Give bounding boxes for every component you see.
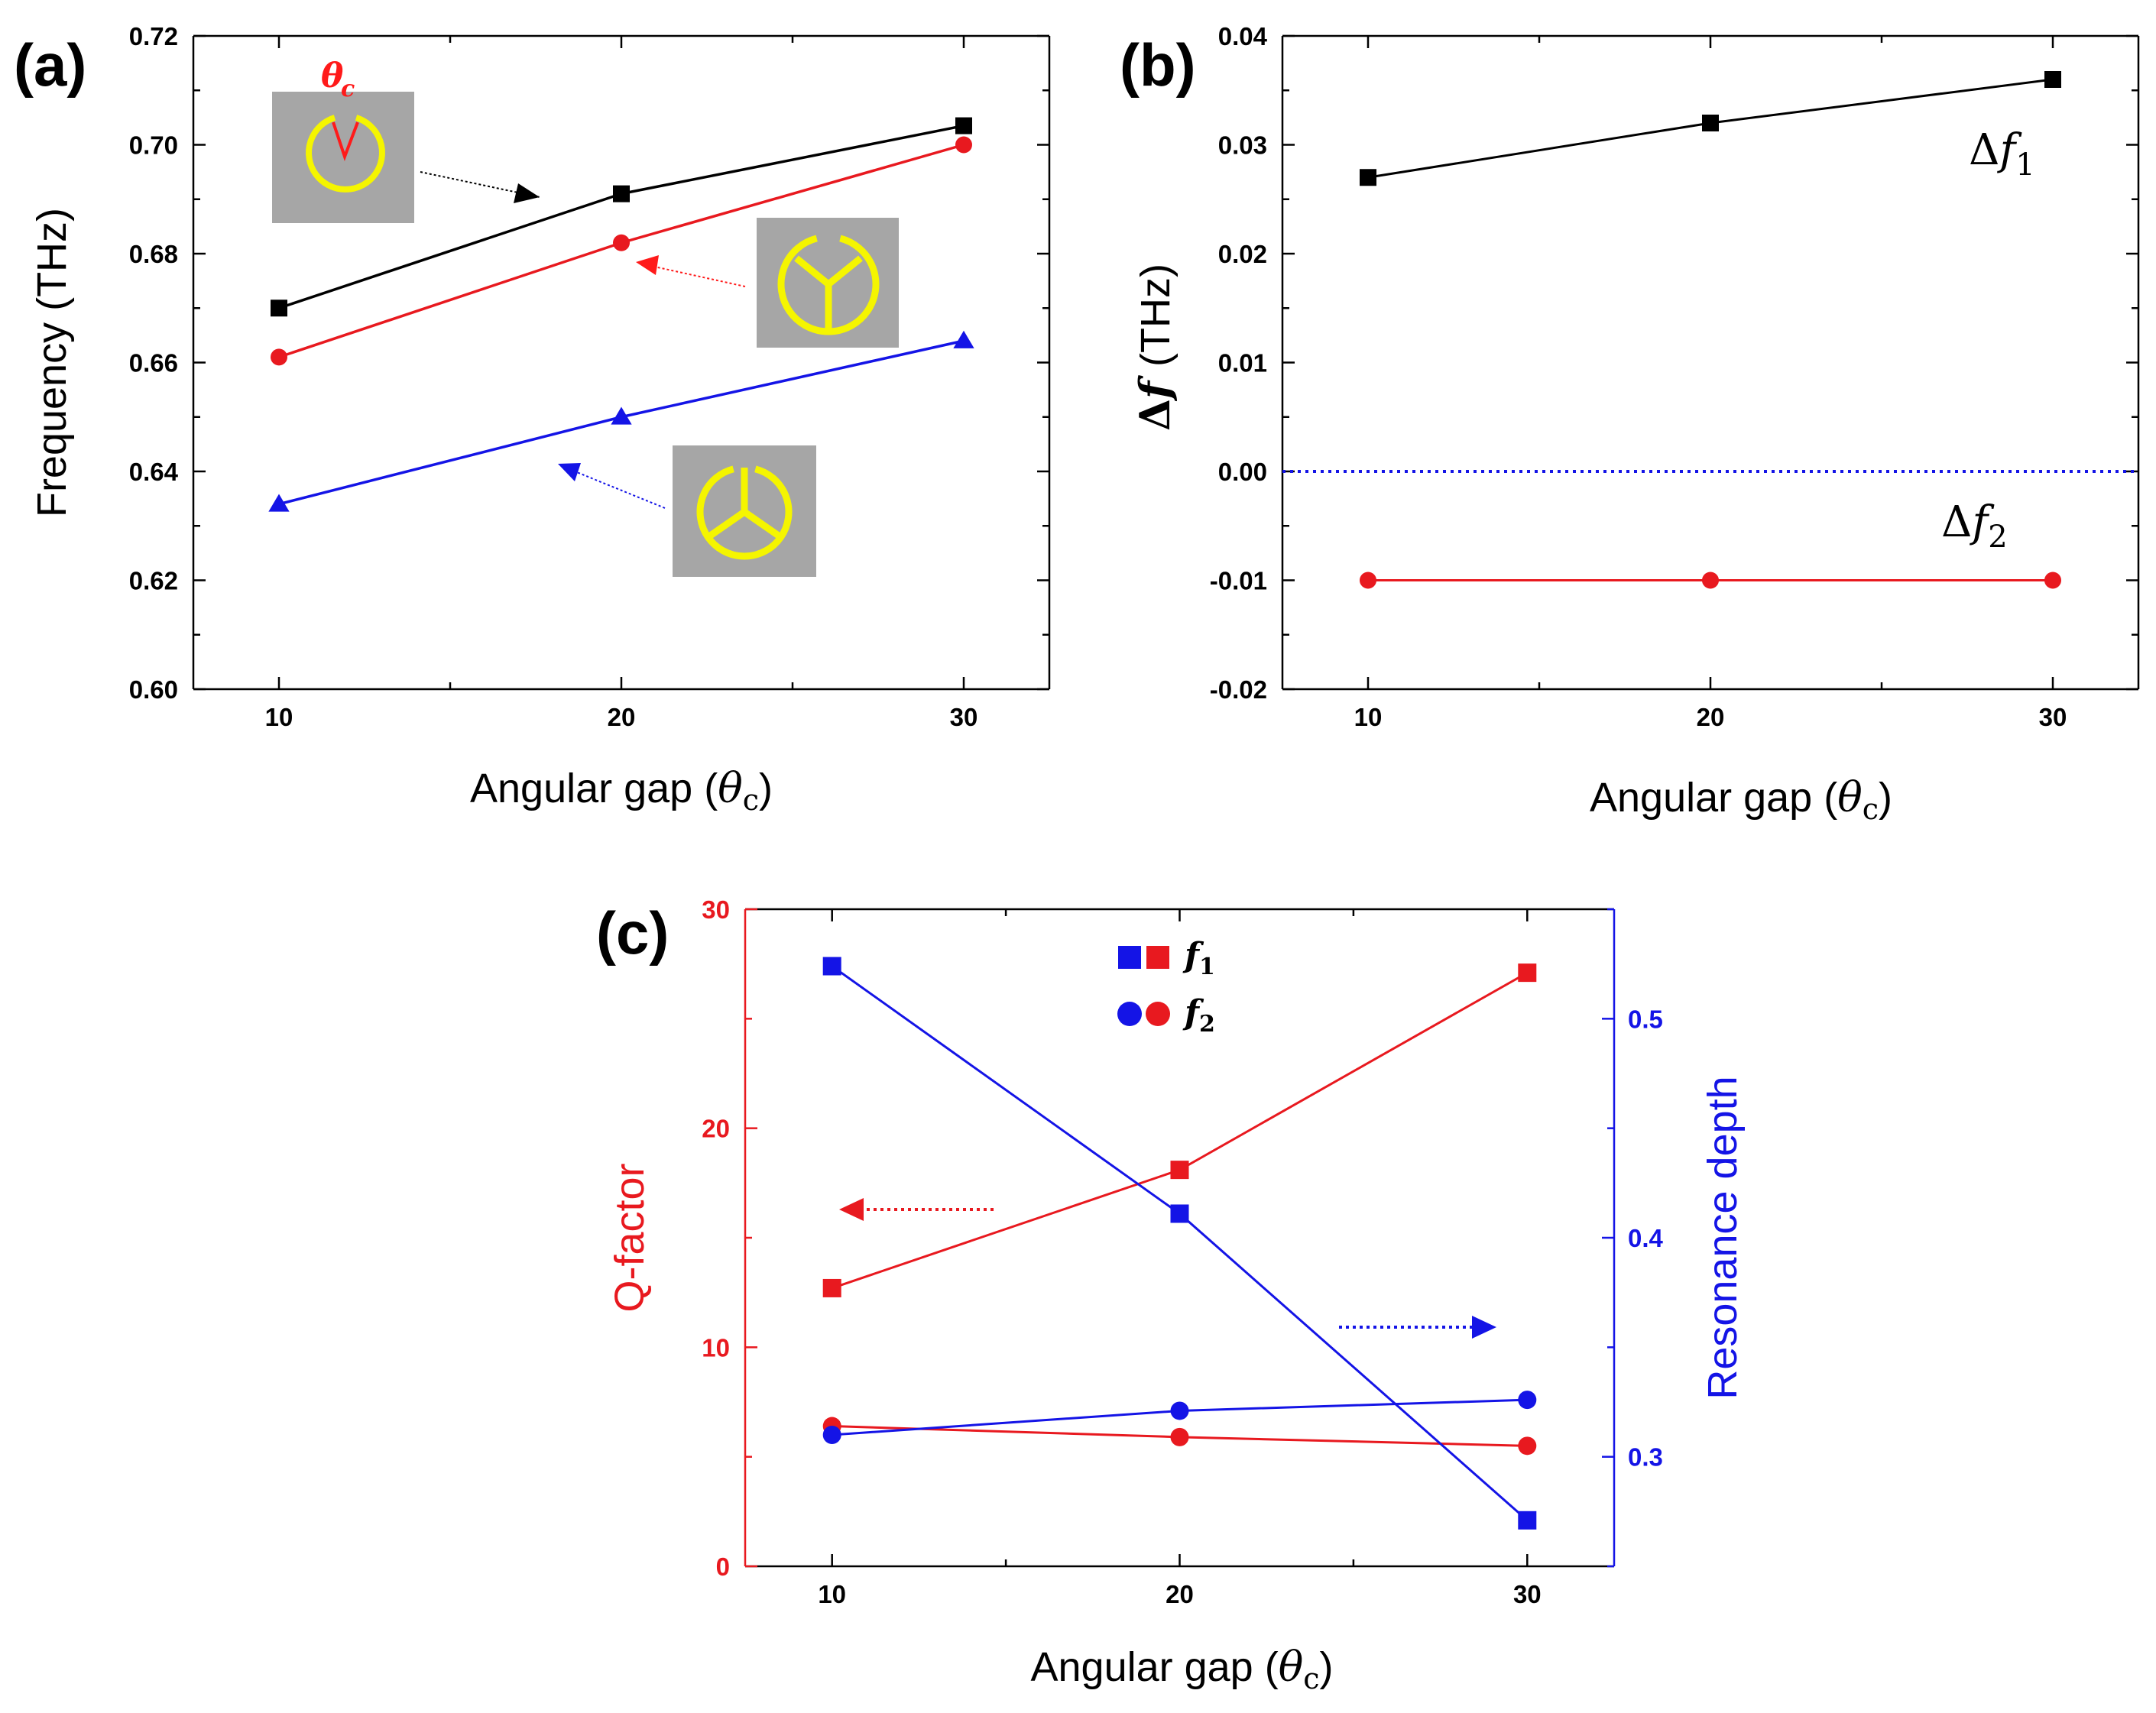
data-point xyxy=(955,117,972,134)
y-tick-label: 0.66 xyxy=(129,349,178,377)
arrowhead xyxy=(558,463,581,481)
y-tick-label: 0.72 xyxy=(129,22,178,50)
data-point xyxy=(1360,572,1376,589)
series-label-df1: Δf1 xyxy=(1969,125,2035,183)
data-point xyxy=(1518,1436,1537,1456)
arrowhead xyxy=(839,1198,864,1221)
data-point xyxy=(268,494,290,512)
y-tick-label: 0.04 xyxy=(1218,22,1268,50)
legend-marker xyxy=(1146,1002,1170,1026)
x-axis-label: Angular gap (θc) xyxy=(1590,773,1892,826)
ring-arc xyxy=(777,235,880,335)
y-tick-label: 0.03 xyxy=(1218,131,1267,160)
data-point xyxy=(611,406,632,425)
data-point xyxy=(1170,1401,1189,1420)
data-point xyxy=(822,1278,841,1297)
panel-label-a: (a) xyxy=(14,31,86,99)
ring-y-spokes-icon xyxy=(757,218,899,348)
data-point xyxy=(1360,169,1376,186)
data-point xyxy=(1702,115,1719,131)
inset-arrow xyxy=(565,467,666,509)
legend-marker xyxy=(1117,1002,1142,1026)
legend-label-f2: f2 xyxy=(1182,993,1215,1038)
y-axis-label: Frequency (THz) xyxy=(29,208,75,517)
data-point xyxy=(822,957,841,976)
x-tick-label: 20 xyxy=(608,703,636,731)
arrowhead xyxy=(1472,1316,1496,1339)
data-point xyxy=(955,136,972,154)
chart-panel-a: 10 20 30 0.60 0.62 0.64 0.66 0.68 0.70 0.72 (a) Fre… xyxy=(14,22,1051,817)
theta-c-subscript: c xyxy=(341,76,355,102)
y-axis-label-right: Resonance depth xyxy=(1700,1076,1746,1399)
y-tick-label-right: 0.3 xyxy=(1628,1443,1663,1472)
legend-marker xyxy=(1146,946,1169,969)
inset-background xyxy=(272,92,414,223)
panel-label-b: (b) xyxy=(1120,31,1196,99)
y-tick-label: 0.02 xyxy=(1218,240,1267,268)
x-tick-label: 20 xyxy=(1697,703,1725,731)
data-point xyxy=(271,348,287,366)
data-point xyxy=(1170,1204,1189,1223)
y-tick-label-right: 0.5 xyxy=(1628,1005,1663,1033)
y-tick-label: 0.62 xyxy=(129,567,178,595)
data-point xyxy=(822,1426,841,1444)
data-point xyxy=(613,234,630,251)
arrowhead xyxy=(514,183,540,203)
x-tick-label: 10 xyxy=(1354,703,1383,731)
data-point xyxy=(2044,71,2061,88)
data-point xyxy=(2044,572,2061,589)
x-tick-label: 10 xyxy=(265,703,293,731)
data-point xyxy=(1170,1427,1189,1446)
y-tick-label: -0.01 xyxy=(1210,567,1267,595)
legend-marker xyxy=(1118,946,1141,969)
legend-label-f1: f1 xyxy=(1182,936,1215,980)
data-point xyxy=(1518,963,1537,983)
series-line xyxy=(832,971,1529,1290)
data-point xyxy=(271,300,287,317)
y-tick-label: -0.02 xyxy=(1210,675,1267,704)
data-point xyxy=(1518,1511,1537,1530)
gap-angle-lines xyxy=(332,121,359,161)
data-point xyxy=(1702,572,1719,589)
data-point xyxy=(953,330,974,348)
panel-label-c: (c) xyxy=(596,899,669,967)
series-label-df2: Δf2 xyxy=(1941,497,2008,555)
theta-c-label: θ xyxy=(321,57,344,96)
inset-arrow xyxy=(640,263,746,287)
x-tick-label: 20 xyxy=(1166,1580,1194,1608)
y-tick-label: 0.00 xyxy=(1218,458,1267,486)
y-tick-label: 0.64 xyxy=(129,458,179,486)
data-point xyxy=(1518,1391,1537,1410)
arrowhead xyxy=(636,255,659,275)
x-axis-label: Angular gap (θc) xyxy=(1030,1643,1333,1695)
y-tick-label-left: 20 xyxy=(702,1115,730,1143)
y-axis-label: Δf (THz) xyxy=(1130,264,1179,431)
y-axis-label-left: Q-factor xyxy=(607,1163,653,1312)
y-tick-label-right: 0.4 xyxy=(1628,1224,1664,1252)
y-tick-label-left: 30 xyxy=(702,895,730,924)
ring-arc xyxy=(306,115,385,193)
x-tick-label: 10 xyxy=(818,1580,846,1608)
y-tick-label: 0.68 xyxy=(129,240,178,268)
x-tick-label: 30 xyxy=(1513,1580,1542,1608)
y-tick-label: 0.70 xyxy=(129,131,178,160)
data-point xyxy=(1170,1161,1189,1180)
y-spokes xyxy=(707,468,782,539)
y-tick-label-left: 10 xyxy=(702,1333,730,1362)
x-tick-label: 30 xyxy=(2039,703,2067,731)
y-tick-label: 0.60 xyxy=(129,675,178,704)
ring-arc xyxy=(696,465,793,560)
chart-panel-b: 10 20 30 -0.02 -0.01 0.00 0.01 0.02 0.03 0.04 Δf1 Δ… xyxy=(1120,22,2140,826)
y-tick-label-left: 0 xyxy=(716,1553,730,1581)
split-ring-gap-icon: θc xyxy=(272,57,414,223)
data-point xyxy=(613,185,630,202)
x-axis-label: Angular gap (θc) xyxy=(470,764,773,817)
ring-inverted-y-spokes-icon xyxy=(673,445,816,577)
x-tick-label: 30 xyxy=(950,703,978,731)
y-spokes xyxy=(794,255,863,330)
y-tick-label: 0.01 xyxy=(1218,349,1267,377)
